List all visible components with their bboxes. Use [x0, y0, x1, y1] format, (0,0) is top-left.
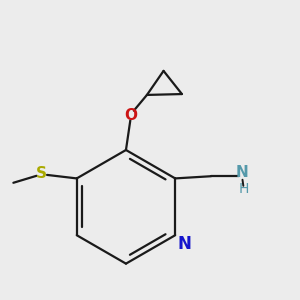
Text: N: N [178, 235, 192, 253]
Text: N: N [236, 165, 249, 180]
Text: S: S [36, 166, 47, 181]
Text: O: O [124, 108, 137, 123]
Text: H: H [239, 182, 249, 196]
